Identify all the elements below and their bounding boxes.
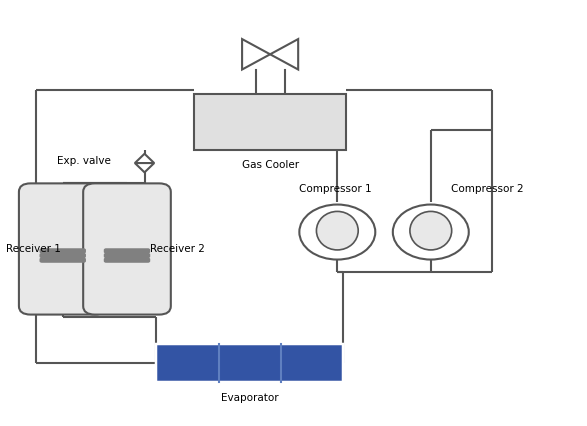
Text: Receiver 1: Receiver 1 <box>6 244 61 254</box>
FancyBboxPatch shape <box>39 248 86 253</box>
Polygon shape <box>135 154 154 163</box>
FancyBboxPatch shape <box>104 253 150 258</box>
Text: Exp. valve: Exp. valve <box>57 156 111 167</box>
Ellipse shape <box>316 211 358 250</box>
FancyBboxPatch shape <box>104 248 150 253</box>
Polygon shape <box>270 39 298 69</box>
Text: Evaporator: Evaporator <box>221 393 278 403</box>
FancyBboxPatch shape <box>39 253 86 258</box>
Polygon shape <box>135 163 154 173</box>
FancyBboxPatch shape <box>104 257 150 263</box>
Bar <box>194 95 346 150</box>
Text: Receiver 2: Receiver 2 <box>150 244 205 254</box>
Circle shape <box>299 204 375 259</box>
Text: Compressor 2: Compressor 2 <box>451 184 524 194</box>
Text: Gas Cooler: Gas Cooler <box>242 160 299 170</box>
Polygon shape <box>242 39 270 69</box>
Circle shape <box>393 204 469 259</box>
Bar <box>156 344 343 382</box>
Ellipse shape <box>410 211 451 250</box>
FancyBboxPatch shape <box>39 257 86 263</box>
Text: Compressor 1: Compressor 1 <box>299 184 372 194</box>
FancyBboxPatch shape <box>19 183 107 314</box>
FancyBboxPatch shape <box>83 183 171 314</box>
